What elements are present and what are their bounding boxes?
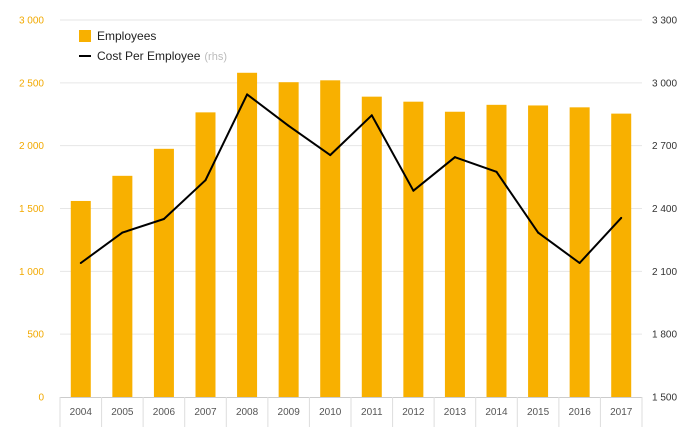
x-tick-label: 2010 [319, 407, 342, 418]
bar-employees [569, 107, 590, 398]
x-tick-label: 2016 [569, 407, 592, 418]
gridlines [60, 19, 642, 335]
bar-employees [278, 82, 299, 397]
x-tick-label: 2012 [402, 407, 425, 418]
bar-employees [70, 200, 91, 397]
x-tick-label: 2013 [444, 407, 467, 418]
point-cost-per-employee [620, 216, 623, 219]
point-cost-per-employee [412, 189, 415, 192]
point-cost-per-employee [495, 170, 498, 173]
y-right-tick-label: 2 400 [652, 204, 677, 215]
bar-employees [444, 111, 465, 397]
point-cost-per-employee [537, 231, 540, 234]
y-right-tick-label: 2 700 [652, 141, 677, 152]
legend-label-cost-per-employee: Cost Per Employee (rhs) [97, 49, 227, 63]
point-cost-per-employee [79, 261, 82, 264]
legend-label-rhs-suffix: (rhs) [204, 51, 227, 63]
y-left-tick-label: 1 500 [19, 204, 44, 215]
x-tick-label: 2017 [610, 407, 633, 418]
bar-employees [403, 101, 424, 397]
y-right-tick-label: 3 300 [652, 16, 677, 27]
line-cost-per-employee [79, 93, 623, 264]
point-cost-per-employee [287, 124, 290, 127]
x-tick-label: 2006 [153, 407, 176, 418]
x-tick-label: 2011 [361, 407, 383, 418]
y-left-tick-label: 2 000 [19, 141, 44, 152]
y-left-tick-label: 2 500 [19, 78, 44, 89]
y-right-tick-label: 1 500 [652, 393, 677, 404]
x-tick-label: 2009 [278, 407, 301, 418]
bar-employees [320, 80, 341, 397]
y-left-tick-label: 3 000 [19, 16, 44, 27]
y-left-tick-label: 500 [27, 330, 44, 341]
point-cost-per-employee [370, 114, 373, 117]
bars-employees [70, 72, 632, 398]
line-cost-per-employee-path [80, 93, 622, 264]
bar-employees [153, 148, 174, 397]
x-tick-label: 2014 [485, 407, 508, 418]
y-left-tick-label: 0 [38, 393, 44, 404]
x-tick-label: 2004 [70, 407, 93, 418]
legend-swatch-employees [79, 30, 91, 42]
y-right-tick-label: 1 800 [652, 330, 677, 341]
legend-label-cost-per-employee-name: Cost Per Employee [97, 49, 201, 63]
legend-label-employees: Employees [97, 29, 156, 43]
legend: Employees Cost Per Employee (rhs) [79, 29, 227, 63]
bar-employees [611, 113, 632, 397]
bar-employees [361, 96, 382, 397]
point-cost-per-employee [162, 217, 165, 220]
axes: 0 500 1 000 1 500 2 000 2 500 3 000 1 500 1 800 2… [19, 16, 677, 427]
bar-employees [237, 72, 258, 397]
bar-employees [528, 105, 549, 397]
bar-employees [112, 175, 133, 397]
point-cost-per-employee [578, 261, 581, 264]
x-tick-label: 2015 [527, 407, 550, 418]
x-tick-label: 2007 [194, 407, 217, 418]
y-left-tick-label: 1 000 [19, 267, 44, 278]
x-tick-label: 2008 [236, 407, 259, 418]
point-cost-per-employee [329, 154, 332, 157]
bar-employees [486, 104, 507, 397]
point-cost-per-employee [204, 179, 207, 182]
x-tick-label: 2005 [111, 407, 134, 418]
y-right-tick-label: 2 100 [652, 267, 677, 278]
point-cost-per-employee [246, 93, 249, 96]
y-right-tick-label: 3 000 [652, 78, 677, 89]
point-cost-per-employee [453, 156, 456, 159]
bar-employees [195, 112, 216, 398]
point-cost-per-employee [121, 231, 124, 234]
